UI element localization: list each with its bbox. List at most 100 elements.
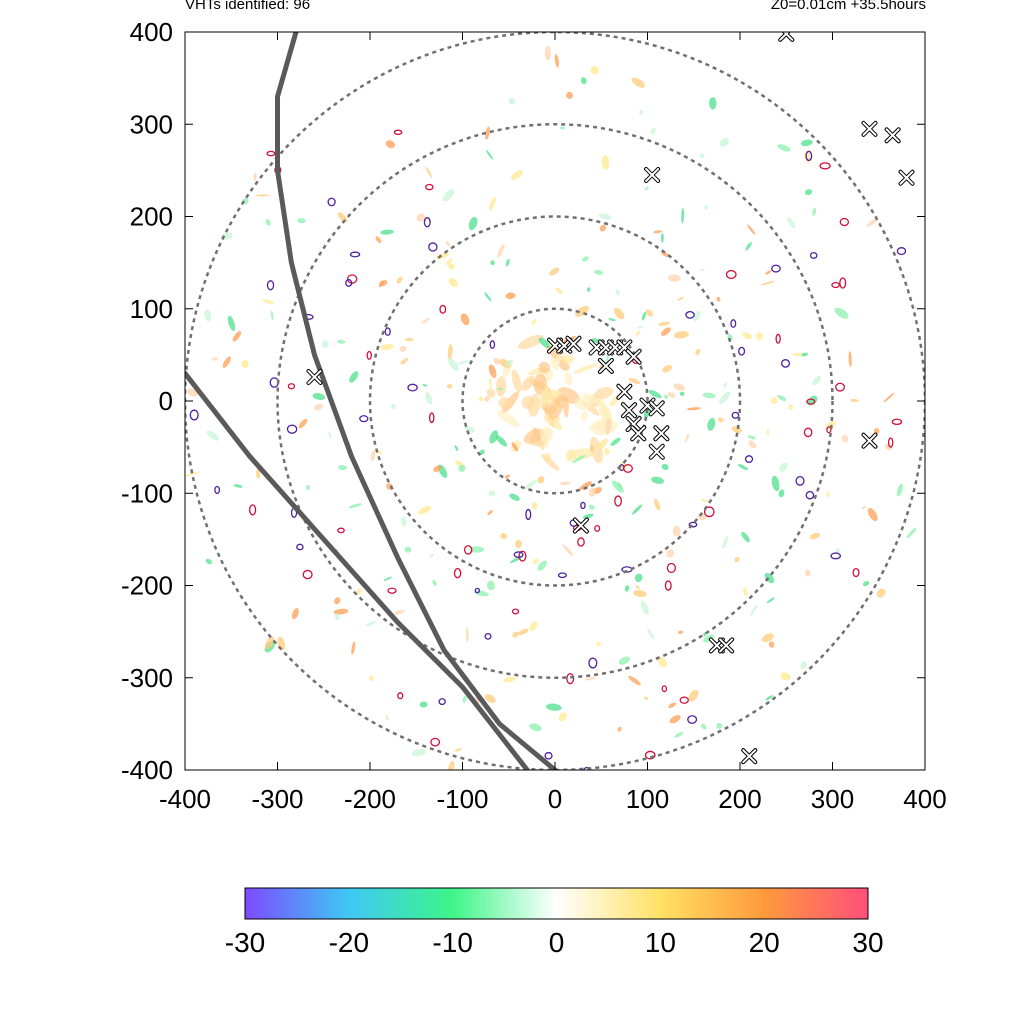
anomaly-patch [701,723,707,730]
warm-patch [561,355,575,364]
track-line-outer [275,32,558,770]
anomaly-patch [588,504,595,510]
anomaly-patch [589,445,595,452]
contour-loop [266,280,275,291]
contour-loop [345,279,353,287]
x-tick-label: -300 [251,784,303,814]
anomaly-patch [511,170,523,180]
anomaly-patch [639,110,644,115]
anomaly-patch [525,479,538,490]
anomaly-patch [699,269,705,272]
contour-loop [685,310,695,319]
anomaly-patch [737,464,749,471]
anomaly-patch [559,126,565,130]
anomaly-patch [643,407,651,419]
anomaly-patch [222,356,231,368]
contour-loop [349,251,361,258]
anomaly-patch [719,137,729,147]
anomaly-patch [529,723,542,732]
warm-patch [594,387,614,400]
contour-loop [296,543,304,551]
vht-marker [616,383,633,400]
anomaly-patch [334,613,340,621]
anomaly-patch [401,516,407,527]
contour-loop [513,551,524,558]
anomaly-patch [771,475,780,492]
anomaly-patch [432,579,437,586]
anomaly-patch [418,506,432,515]
y-tick-label: -200 [121,571,173,601]
anomaly-patch [703,632,707,637]
contour-loop [286,424,298,434]
contour-loop [830,552,842,560]
contour-loop [731,411,740,419]
warm-patch [573,363,598,374]
contour-loop [423,217,431,228]
contour-loop [795,475,805,486]
anomaly-patch [334,597,341,605]
anomaly-patch [761,633,774,643]
contour-loop [474,587,481,594]
warm-patch [589,417,611,431]
anomaly-patch [493,357,501,365]
anomaly-patch [435,252,449,260]
vht-marker [572,517,589,534]
anomaly-patch [688,689,699,702]
anomaly-patch [416,213,426,222]
contour-loop [366,350,373,360]
contour-loop [439,304,447,314]
anomaly-patch [664,394,669,400]
anomaly-patch [628,377,641,384]
anomaly-patch [448,263,455,270]
anomaly-patch [454,748,462,752]
vht-marker-fill [626,349,641,364]
anomaly-patch [391,403,396,410]
anomaly-patch [723,382,727,388]
anomaly-patch [645,309,654,317]
anomaly-patch [654,498,661,511]
anomaly-patch [805,569,811,577]
contour-loop [594,524,601,532]
anomaly-patch [457,360,471,365]
anomaly-patch [488,490,496,497]
anomaly-patch [716,722,723,729]
vht-marker-fill [899,170,914,185]
contour-loop [852,568,860,578]
anomaly-patch [554,54,560,68]
vht-marker [306,369,323,386]
contour-loop [588,657,598,669]
anomaly-patch [404,338,414,342]
warm-patch [540,426,554,443]
anomaly-patch [484,395,491,402]
vht-marker-fill [598,358,613,373]
contour-loop [489,340,496,349]
anomaly-patch [265,219,271,226]
contour-loop [744,455,754,463]
warm-patch [564,371,573,386]
contour-loop [337,527,345,534]
anomaly-patch [766,597,775,604]
anomaly-patch [699,153,705,158]
track-line-inner [185,370,530,770]
contour-loop [566,673,575,685]
anomaly-patch [779,462,788,472]
anomaly-patch [618,656,631,665]
anomaly-patch [578,481,592,491]
anomaly-patch [812,375,821,386]
vht-marker-fill [573,518,588,533]
anomaly-patch [673,331,689,339]
updraft-contours [189,129,907,770]
contour-loop [430,737,441,747]
anomaly-patch [333,608,349,615]
contour-loop [896,247,907,256]
anomaly-patch [792,352,805,357]
contour-loop [839,217,850,227]
vht-marker [884,127,901,144]
anomaly-patch [628,675,641,686]
anomaly-patch [668,274,681,282]
contour-loop [249,504,257,516]
anomaly-patch [378,280,384,288]
contour-loop [806,398,816,405]
anomaly-patch [662,364,673,373]
contour-loop [703,506,715,518]
